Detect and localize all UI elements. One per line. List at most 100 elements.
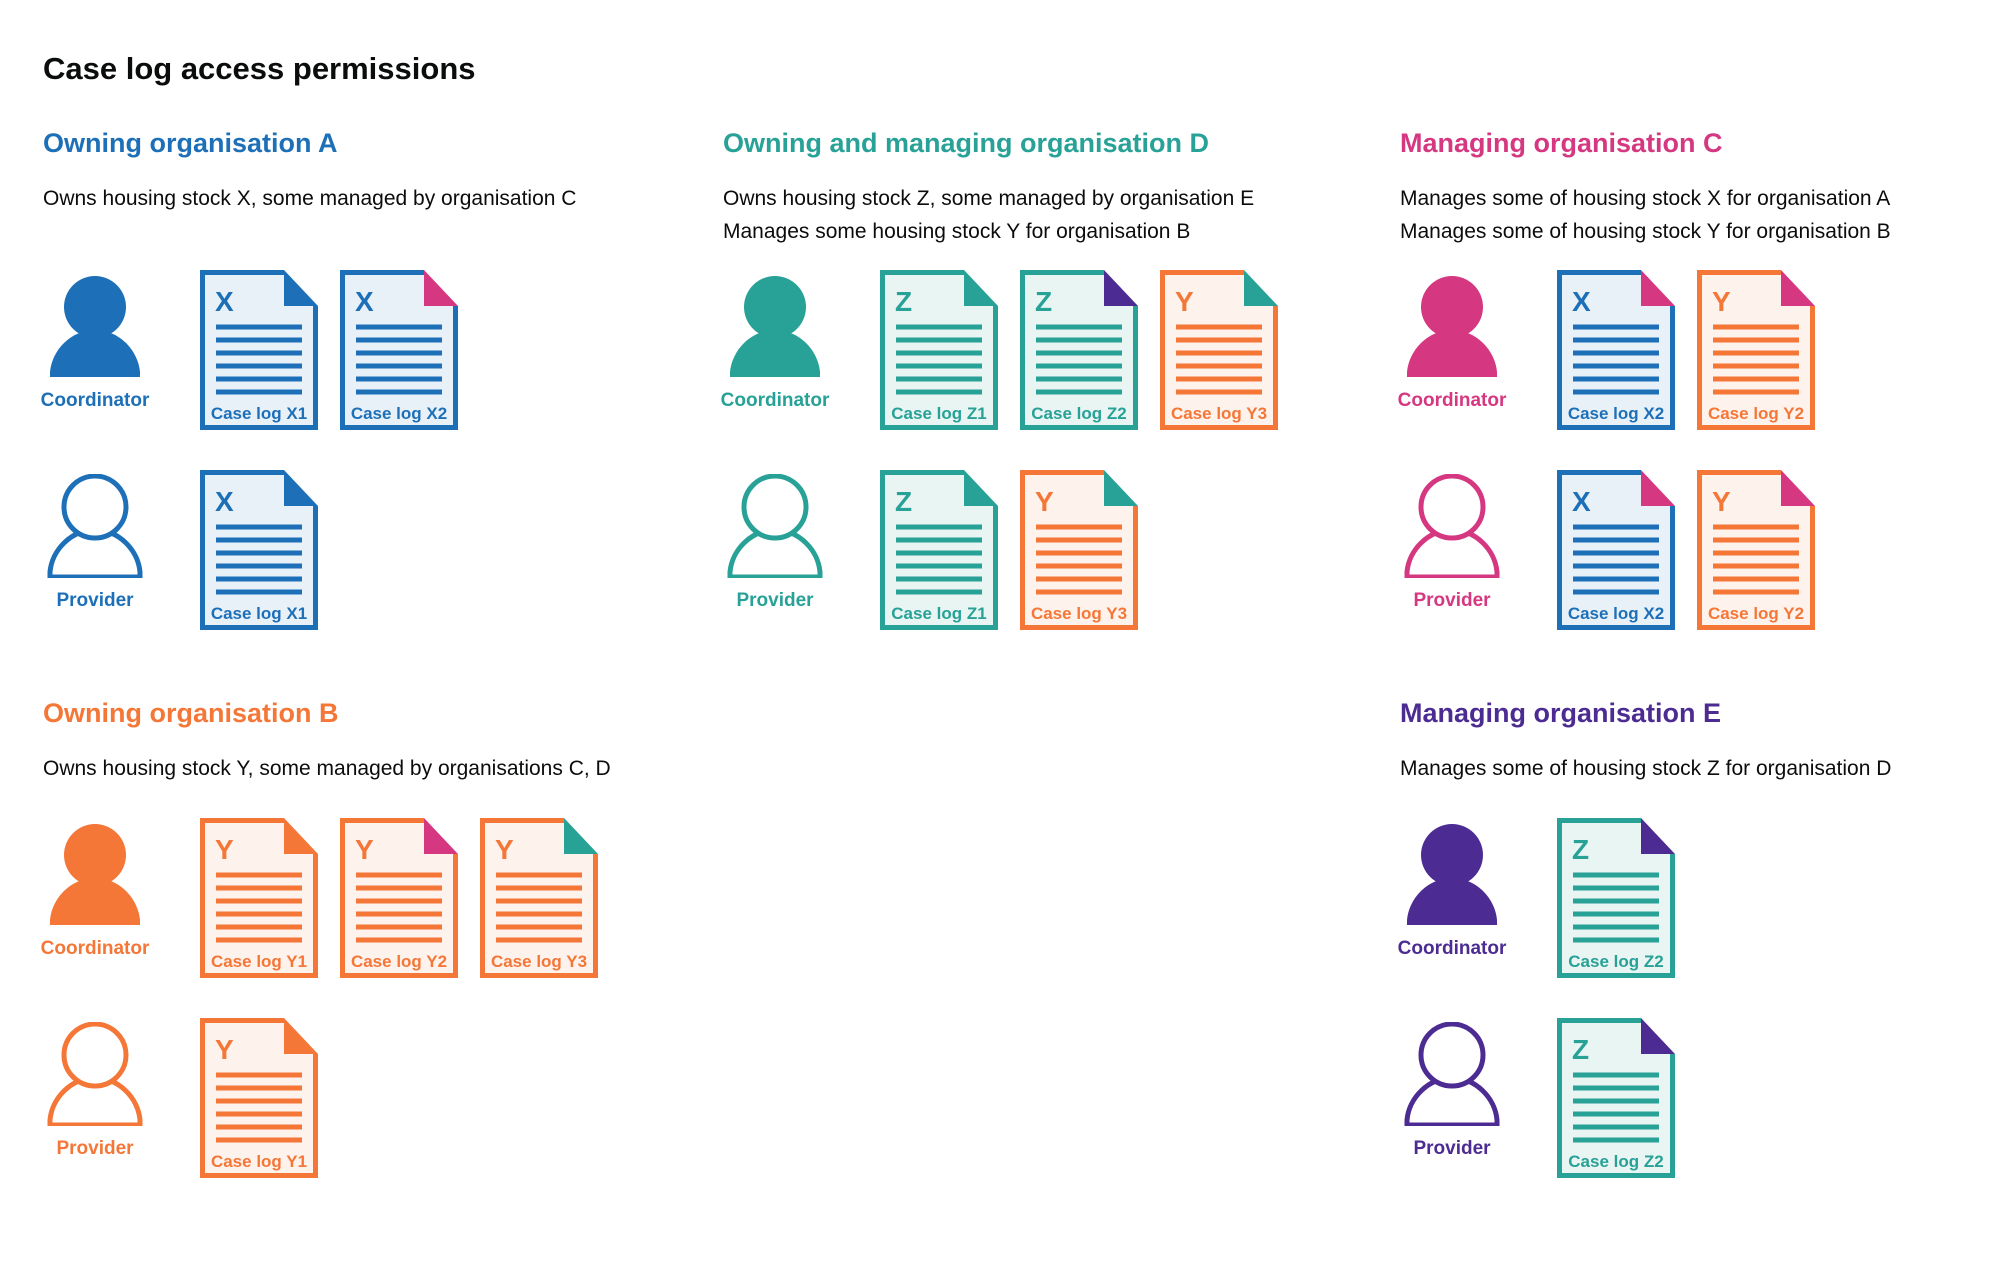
document-icon: Y Case log Y3	[1020, 470, 1138, 630]
case-log-doc: Z Case log Z2	[1557, 1018, 1675, 1178]
document-icon: X Case log X2	[1557, 470, 1675, 630]
org-description-line: Manages some housing stock Y for organis…	[723, 220, 1191, 243]
case-log-doc: Y Case log Y1	[200, 818, 318, 978]
doc-label: Case log Z1	[891, 404, 986, 423]
doc-label: Case log X2	[351, 404, 447, 423]
provider-person-icon: Provider	[1400, 474, 1504, 624]
doc-label: Case log Y3	[491, 952, 587, 971]
document-icon: Y Case log Y3	[1160, 270, 1278, 430]
role-label: Provider	[56, 590, 134, 611]
doc-label: Case log Y3	[1171, 404, 1267, 423]
stock-letter: Y	[1035, 486, 1054, 517]
doc-label: Case log Y1	[211, 952, 307, 971]
stock-letter: Z	[895, 486, 912, 517]
stock-letter: Y	[355, 834, 374, 865]
stock-letter: Y	[1175, 286, 1194, 317]
role-label: Coordinator	[1397, 938, 1507, 959]
document-icon: Z Case log Z2	[1557, 818, 1675, 978]
stock-letter: Y	[215, 834, 234, 865]
person-icon	[50, 824, 140, 925]
doc-label: Case log Z2	[1031, 404, 1126, 423]
stock-letter: X	[1572, 486, 1591, 517]
stock-letter: Z	[895, 286, 912, 317]
role-label: Coordinator	[720, 390, 830, 411]
doc-label: Case log Y2	[1708, 404, 1804, 423]
role-label: Provider	[1413, 1138, 1491, 1159]
stock-letter: Z	[1035, 286, 1052, 317]
document-icon: Y Case log Y2	[1697, 270, 1815, 430]
doc-label: Case log Y2	[1708, 604, 1804, 623]
stock-letter: X	[355, 286, 374, 317]
section-managing-organisation-e: Managing organisation E Manages some of …	[1398, 0, 2000, 1280]
org-description: Manages some of housing stock Z for orga…	[1400, 752, 1891, 785]
provider-person-icon: Provider	[43, 1022, 147, 1172]
doc-label: Case log X1	[211, 404, 307, 423]
document-icon: X Case log X2	[340, 270, 458, 430]
role-label: Coordinator	[40, 938, 150, 959]
document-icon: X Case log X1	[200, 470, 318, 630]
coordinator-person-icon: Coordinator	[1398, 274, 1506, 424]
stock-letter: X	[215, 486, 234, 517]
person-icon	[47, 474, 143, 578]
org-description: Manages some of housing stock X for orga…	[1400, 182, 1891, 248]
org-description-line: Owns housing stock Y, some managed by or…	[43, 757, 611, 780]
stock-letter: X	[1572, 286, 1591, 317]
coordinator-row: Coordinator Z Case log Z1 Z	[721, 270, 1343, 470]
stock-letter: Y	[1712, 486, 1731, 517]
document-icon: Y Case log Y2	[1697, 470, 1815, 630]
stock-letter: Y	[495, 834, 514, 865]
doc-label: Case log Y3	[1031, 604, 1127, 623]
role-label: Provider	[736, 590, 814, 611]
doc-label: Case log Y2	[351, 952, 447, 971]
org-heading: Owning organisation A	[43, 128, 338, 158]
coordinator-row: Coordinator X Case log X2 Y	[1398, 270, 2000, 470]
case-log-doc: Y Case log Y3	[1020, 470, 1138, 630]
coordinator-row: Coordinator Y Case log Y1 Y	[41, 818, 663, 1018]
provider-person-icon: Provider	[723, 474, 827, 624]
document-icon: Z Case log Z1	[880, 470, 998, 630]
stock-letter: Y	[1712, 286, 1731, 317]
doc-label: Case log X2	[1568, 404, 1664, 423]
case-log-doc: Y Case log Y2	[1697, 270, 1815, 430]
coordinator-person-icon: Coordinator	[41, 822, 149, 972]
doc-label: Case log Z2	[1568, 1152, 1663, 1171]
doc-label: Case log Y1	[211, 1152, 307, 1171]
doc-label: Case log X2	[1568, 604, 1664, 623]
provider-row: Provider Y Case log Y1	[43, 1018, 663, 1218]
case-log-doc: Z Case log Z1	[880, 270, 998, 430]
document-icon: Y Case log Y3	[480, 818, 598, 978]
case-log-doc: Y Case log Y2	[1697, 470, 1815, 630]
stock-letter: Y	[215, 1034, 234, 1065]
section-managing-organisation-c: Managing organisation C Manages some of …	[1398, 0, 2000, 1280]
org-heading: Owning and managing organisation D	[723, 128, 1210, 158]
org-description-line: Manages some of housing stock X for orga…	[1400, 187, 1891, 210]
person-icon	[1404, 1022, 1500, 1126]
org-heading: Managing organisation E	[1400, 698, 1722, 728]
person-icon	[50, 276, 140, 377]
provider-person-icon: Provider	[43, 474, 147, 624]
case-log-doc: X Case log X1	[200, 470, 318, 630]
provider-row: Provider Z Case log Z2	[1400, 1018, 2000, 1218]
role-label: Coordinator	[40, 390, 150, 411]
document-icon: Y Case log Y1	[200, 818, 318, 978]
person-icon	[1407, 824, 1497, 925]
coordinator-person-icon: Coordinator	[1398, 822, 1506, 972]
org-heading: Owning organisation B	[43, 698, 339, 728]
person-icon	[1404, 474, 1500, 578]
case-log-doc: Y Case log Y1	[200, 1018, 318, 1178]
provider-row: Provider X Case log X1	[43, 470, 663, 670]
document-icon: Z Case log Z2	[1020, 270, 1138, 430]
doc-label: Case log Z2	[1568, 952, 1663, 971]
person-icon	[1407, 276, 1497, 377]
section-owning-organisation-b: Owning organisation B Owns housing stock…	[41, 0, 723, 1280]
case-log-doc: X Case log X2	[1557, 470, 1675, 630]
doc-label: Case log X1	[211, 604, 307, 623]
role-label: Provider	[56, 1138, 134, 1159]
page-title: Case log access permissions	[43, 50, 476, 86]
org-description-line: Owns housing stock Z, some managed by or…	[723, 187, 1255, 210]
case-log-doc: Z Case log Z1	[880, 470, 998, 630]
section-owning-managing-organisation-d: Owning and managing organisation D Owns …	[721, 0, 1403, 1280]
coordinator-row: Coordinator X Case log X1 X	[41, 270, 663, 470]
case-log-doc: Z Case log Z2	[1557, 818, 1675, 978]
